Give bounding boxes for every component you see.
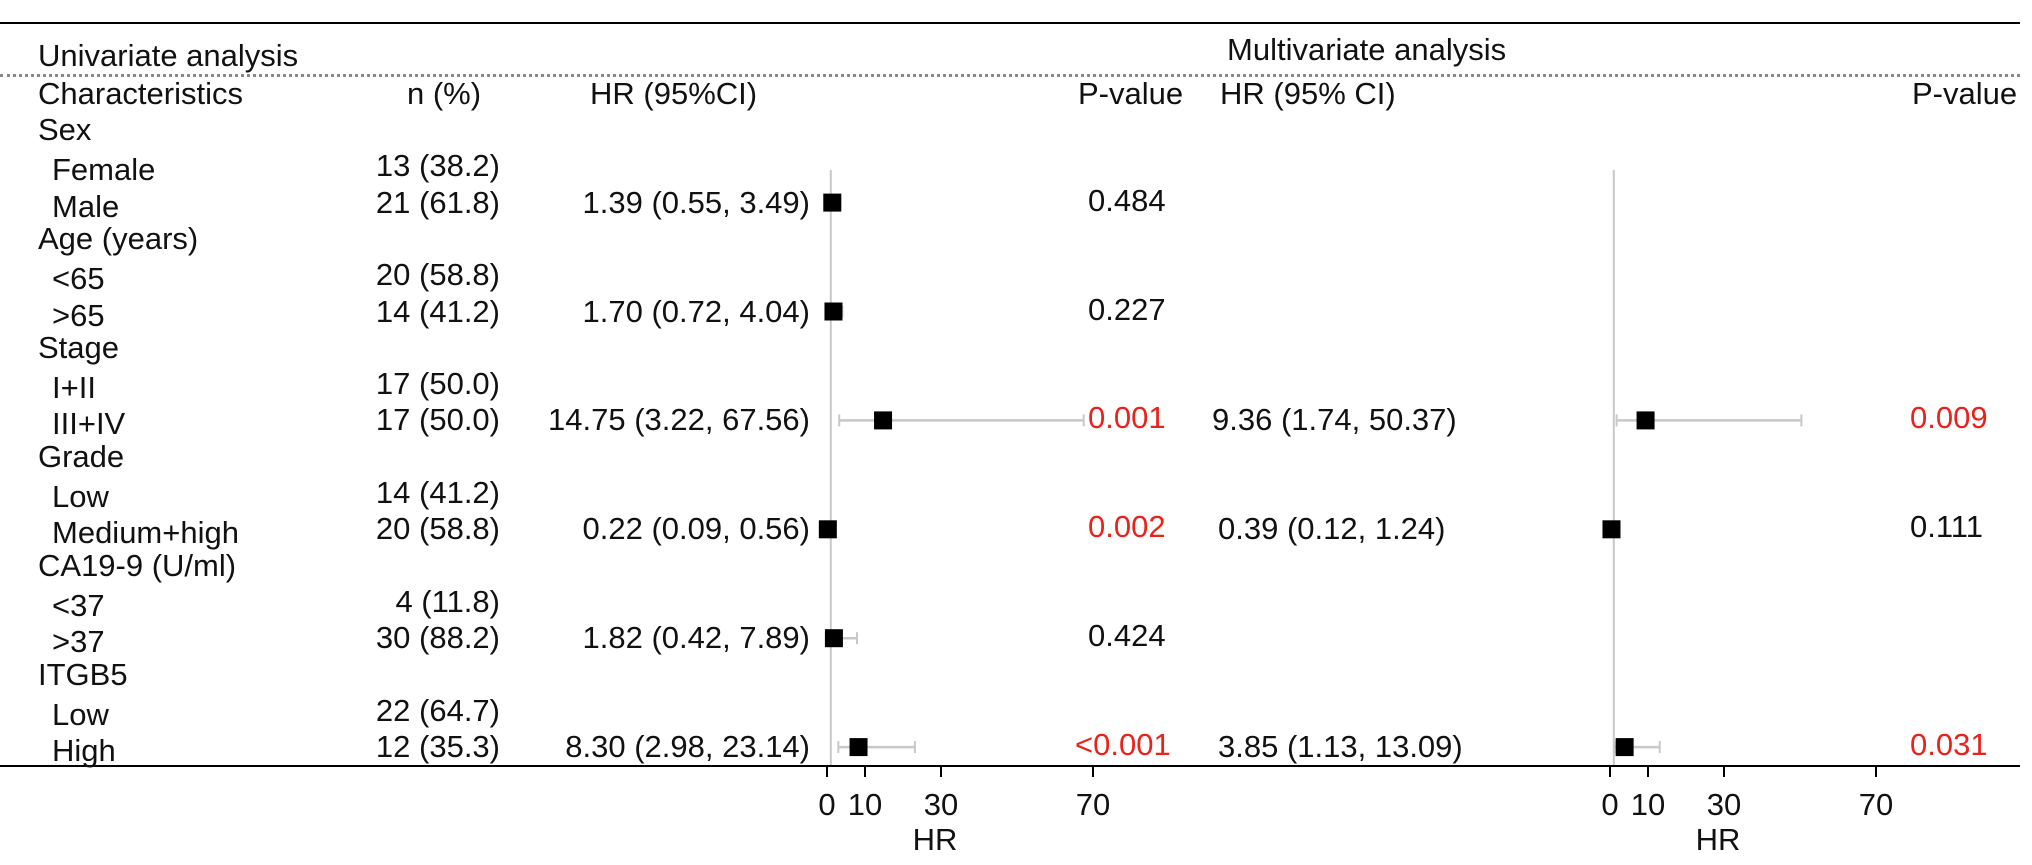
row-uni-hr: 1.82 (0.42, 7.89) [582, 620, 811, 656]
x-axis-label: HR [913, 822, 958, 857]
row-label: Male [52, 188, 120, 224]
col-uni-p: P-value [1078, 76, 1184, 111]
row-multi-p: 0.009 [1910, 400, 1988, 436]
row-label: Low [52, 479, 109, 514]
row-uni-p: 0.002 [1088, 509, 1166, 545]
row-uni-p: <0.001 [1075, 727, 1171, 763]
x-tick-label: 0 [1601, 787, 1618, 822]
x-tick-label: 70 [1859, 787, 1893, 822]
row-n: 12 (35.3) [375, 729, 500, 765]
row-uni-hr: 14.75 (3.22, 67.56) [548, 402, 810, 438]
row-label: Female [52, 152, 156, 188]
row-group-label: Stage [38, 329, 120, 365]
hr-marker [824, 302, 843, 321]
row-multi-hr: 3.85 (1.13, 13.09) [1218, 729, 1463, 765]
row-multi-hr: 0.39 (0.12, 1.24) [1218, 511, 1446, 547]
row-uni-hr: 1.39 (0.55, 3.49) [582, 184, 811, 220]
row-n: 17 (50.0) [375, 402, 500, 438]
col-characteristics: Characteristics [38, 76, 243, 111]
hr-marker [824, 629, 843, 648]
x-axis-label: HR [1696, 822, 1741, 857]
row-uni-p: 0.227 [1088, 291, 1166, 327]
hr-marker [849, 738, 868, 757]
x-tick-label: 70 [1076, 787, 1110, 822]
x-tick-label: 30 [924, 787, 958, 822]
hr-marker [1636, 411, 1655, 430]
hr-marker [1602, 520, 1621, 539]
row-n: 14 (41.2) [375, 293, 500, 329]
row-n: 30 (88.2) [375, 620, 500, 656]
x-tick-label: 10 [1631, 787, 1665, 822]
row-n: 21 (61.8) [375, 184, 500, 220]
col-n: n (%) [407, 76, 482, 111]
multivariate-header: Multivariate analysis [1227, 32, 1507, 67]
hr-marker [823, 193, 842, 212]
row-uni-p: 0.424 [1088, 618, 1166, 654]
row-label: >37 [52, 624, 105, 660]
row-label: Low [52, 696, 109, 732]
row-label: I+II [52, 370, 96, 406]
row-n: 4 (11.8) [395, 583, 500, 619]
row-group-label: Age (years) [38, 220, 199, 256]
row-uni-hr: 8.30 (2.98, 23.14) [565, 729, 810, 765]
row-multi-p: 0.031 [1910, 727, 1988, 763]
hr-marker [818, 520, 837, 539]
row-label: <65 [52, 261, 105, 297]
row-label: III+IV [52, 406, 126, 442]
bottom-rule [0, 765, 2020, 767]
col-multi-p: P-value [1912, 76, 2018, 111]
hr-marker [1615, 738, 1634, 757]
row-uni-hr: 1.70 (0.72, 4.04) [582, 293, 811, 329]
row-label: <37 [52, 587, 105, 623]
row-group-label: ITGB5 [38, 656, 128, 692]
col-multi-hr: HR (95% CI) [1220, 76, 1396, 111]
dotted-rule [0, 74, 2020, 77]
row-n: 20 (58.8) [375, 257, 500, 293]
row-group-label: Sex [38, 112, 92, 147]
row-n: 20 (58.8) [375, 511, 500, 547]
row-n: 17 (50.0) [375, 366, 500, 402]
row-group-label: Grade [38, 438, 125, 474]
univariate-header: Univariate analysis [38, 38, 299, 73]
row-group-label: CA19-9 (U/ml) [38, 547, 237, 583]
top-rule [0, 22, 2020, 24]
x-tick-label: 30 [1707, 787, 1741, 822]
row-multi-hr: 9.36 (1.74, 50.37) [1212, 402, 1457, 438]
row-uni-p: 0.484 [1088, 182, 1166, 218]
col-uni-hr: HR (95%CI) [590, 76, 758, 111]
row-label: High [52, 733, 116, 769]
x-tick-label: 10 [848, 787, 882, 822]
row-n: 14 (41.2) [375, 475, 500, 510]
row-n: 13 (38.2) [375, 148, 500, 184]
row-uni-p: 0.001 [1088, 400, 1166, 436]
row-multi-p: 0.111 [1910, 509, 1983, 545]
hr-marker [874, 411, 893, 430]
row-uni-hr: 0.22 (0.09, 0.56) [582, 511, 811, 547]
x-tick-label: 0 [818, 787, 835, 822]
row-label: Medium+high [52, 515, 239, 551]
row-label: >65 [52, 297, 105, 333]
row-n: 22 (64.7) [375, 692, 500, 728]
